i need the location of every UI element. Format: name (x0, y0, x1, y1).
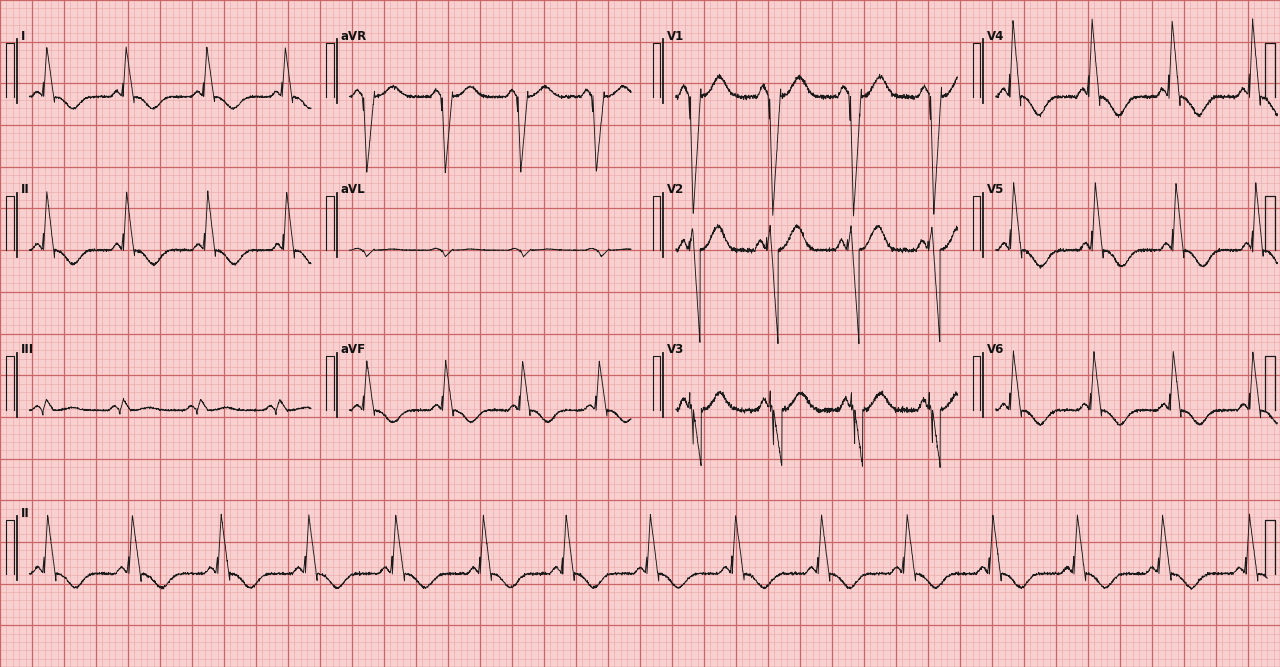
Text: II: II (20, 507, 29, 520)
Text: V4: V4 (987, 30, 1005, 43)
Text: V3: V3 (667, 344, 684, 356)
Text: V6: V6 (987, 344, 1005, 356)
Text: aVF: aVF (340, 344, 366, 356)
Text: aVL: aVL (340, 183, 365, 196)
Text: III: III (20, 344, 33, 356)
Text: V5: V5 (987, 183, 1005, 196)
Text: I: I (20, 30, 24, 43)
Text: V2: V2 (667, 183, 684, 196)
Text: aVR: aVR (340, 30, 367, 43)
Text: V1: V1 (667, 30, 684, 43)
Text: II: II (20, 183, 29, 196)
